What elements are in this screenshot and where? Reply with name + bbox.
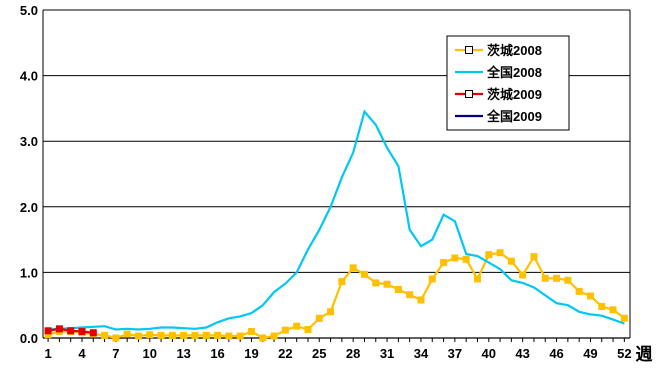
data-point	[78, 327, 86, 335]
x-tick-label: 43	[515, 346, 529, 361]
data-point	[157, 331, 165, 339]
data-point	[417, 296, 425, 304]
data-point	[507, 257, 515, 265]
x-tick-label: 40	[482, 346, 496, 361]
data-point	[236, 332, 244, 340]
data-point	[270, 332, 278, 340]
legend-label: 全国2009	[486, 109, 542, 124]
data-point	[202, 331, 210, 339]
axis-layer: 0.0 1.0 2.0 3.0 4.0 5.0 1 4 7 10 13 16 19 22 25 28 31 34 3…	[20, 3, 632, 361]
legend: 茨城2008 全国2008 茨城2009 全国2009	[446, 35, 570, 131]
series-3	[44, 325, 97, 337]
data-point	[620, 314, 628, 322]
data-point	[180, 331, 188, 339]
data-point	[44, 327, 52, 335]
data-point	[327, 308, 335, 316]
y-tick-label: 4.0	[20, 69, 38, 84]
series-line	[47, 251, 626, 340]
legend-swatch-marker	[465, 46, 473, 54]
x-tick-label: 34	[414, 346, 429, 361]
data-point	[519, 271, 527, 279]
y-tick-label: 5.0	[20, 3, 38, 18]
x-tick-label: 13	[176, 346, 190, 361]
x-tick-label: 46	[549, 346, 563, 361]
x-tick-label: 22	[278, 346, 292, 361]
legend-item: 茨城2008	[455, 43, 542, 58]
x-tick-label: 49	[583, 346, 597, 361]
data-point	[451, 254, 459, 262]
data-point	[428, 275, 436, 283]
x-tick-label: 16	[210, 346, 224, 361]
legend-label: 茨城2009	[487, 87, 542, 102]
x-tick-label: 25	[312, 346, 326, 361]
data-point	[394, 285, 402, 293]
data-point	[247, 327, 255, 335]
data-point	[462, 255, 470, 263]
x-tick-label: 28	[346, 346, 360, 361]
data-point	[293, 322, 301, 330]
data-point	[406, 291, 414, 299]
data-point	[44, 331, 52, 339]
data-point	[89, 329, 97, 337]
x-tick-label: 7	[112, 346, 119, 361]
x-tick-label: 4	[78, 346, 86, 361]
y-tick-label: 3.0	[20, 134, 38, 149]
x-tick-label: 52	[617, 346, 631, 361]
data-point	[360, 270, 368, 278]
data-point	[146, 331, 154, 339]
data-point	[530, 253, 538, 261]
data-point	[259, 334, 267, 342]
series-line	[48, 109, 625, 331]
data-point	[134, 332, 142, 340]
series-2	[48, 109, 625, 331]
y-tick-label: 1.0	[20, 265, 38, 280]
legend-label: 全国2008	[486, 65, 542, 80]
data-point	[496, 249, 504, 257]
data-point	[586, 292, 594, 300]
legend-item: 茨城2009	[455, 87, 542, 102]
data-point	[372, 279, 380, 287]
data-point	[101, 331, 109, 339]
data-point	[55, 325, 63, 333]
data-point	[349, 264, 357, 272]
data-point	[338, 278, 346, 286]
data-point	[281, 326, 289, 334]
data-point	[553, 274, 561, 282]
data-point	[214, 331, 222, 339]
data-point	[315, 314, 323, 322]
data-point	[473, 275, 481, 283]
data-point	[67, 327, 75, 335]
data-point	[598, 303, 606, 311]
data-point	[225, 332, 233, 340]
data-point	[191, 331, 199, 339]
series-layer	[44, 109, 628, 342]
data-point	[485, 251, 493, 259]
data-point	[123, 330, 131, 338]
x-tick-label: 19	[244, 346, 258, 361]
data-point	[168, 331, 176, 339]
y-tick-label: 2.0	[20, 200, 38, 215]
data-point	[564, 276, 572, 284]
data-point	[112, 334, 120, 342]
x-tick-label: 1	[44, 346, 51, 361]
x-tick-label: 10	[143, 346, 157, 361]
legend-label: 茨城2008	[487, 43, 542, 58]
y-tick-label: 0.0	[20, 331, 38, 346]
x-axis-title: 週	[636, 345, 653, 364]
legend-item: 全国2009	[455, 109, 542, 124]
legend-item: 全国2008	[455, 65, 542, 80]
data-point	[541, 274, 549, 282]
x-tick-label: 31	[380, 346, 394, 361]
data-point	[440, 259, 448, 267]
series-1	[44, 249, 628, 342]
data-point	[609, 306, 617, 314]
legend-swatch-marker	[465, 90, 473, 98]
data-point	[383, 280, 391, 288]
data-point	[304, 325, 312, 333]
x-tick-label: 37	[448, 346, 462, 361]
data-point	[575, 287, 583, 295]
